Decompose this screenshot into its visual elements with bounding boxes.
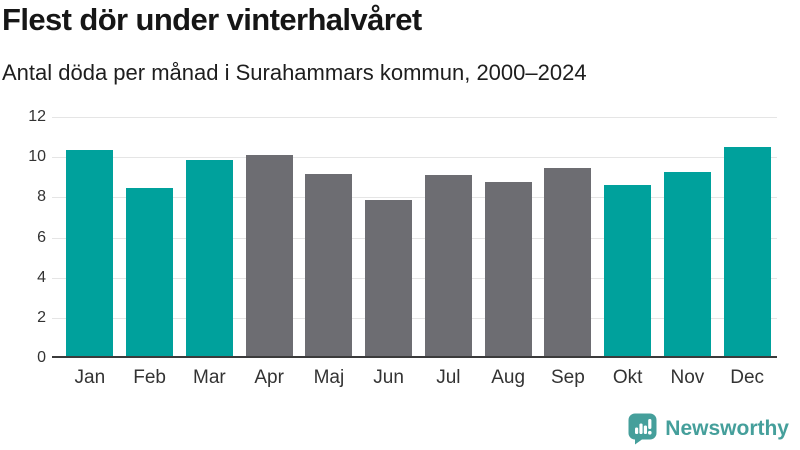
- x-tick-label-jun: Jun: [373, 367, 404, 388]
- x-tick-label-jul: Jul: [436, 367, 461, 388]
- x-tick-label-jan: Jan: [74, 367, 106, 388]
- chart-title: Flest dör under vinterhalvåret: [2, 2, 422, 37]
- y-tick-label-8: 8: [37, 188, 46, 206]
- gridline-8: [52, 197, 777, 199]
- bar-apr: [245, 155, 293, 358]
- newsworthy-logo-text: Newsworthy: [665, 417, 789, 440]
- newsworthy-logo: Newsworthy: [628, 413, 789, 445]
- bar-jan: [66, 150, 114, 358]
- x-tick-label-aug: Aug: [491, 367, 526, 388]
- x-tick-label-okt: Okt: [612, 367, 643, 388]
- y-tick-label-4: 4: [37, 268, 46, 286]
- x-tick-label-apr: Apr: [254, 367, 284, 388]
- bar-sep: [544, 168, 592, 358]
- y-tick-label-2: 2: [37, 308, 46, 326]
- bar-okt: [604, 185, 652, 358]
- bar-mar: [185, 160, 233, 358]
- y-tick-label-6: 6: [37, 228, 46, 246]
- x-tick-label-mar: Mar: [193, 367, 226, 388]
- bar-dec: [723, 147, 771, 358]
- y-tick-label-12: 12: [28, 108, 46, 125]
- x-tick-label-dec: Dec: [730, 367, 765, 388]
- bar-chart-plot-area: [52, 117, 777, 358]
- newsworthy-logo-icon: [628, 413, 657, 445]
- bar-maj: [305, 174, 353, 358]
- x-tick-label-feb: Feb: [133, 367, 166, 388]
- bar-feb: [126, 188, 174, 358]
- gridline-4: [52, 277, 777, 279]
- bar-nov: [663, 172, 711, 358]
- gridline-6: [52, 237, 777, 239]
- x-tick-label-maj: Maj: [313, 367, 345, 388]
- gridline-2: [52, 317, 777, 319]
- y-tick-label-10: 10: [28, 148, 46, 166]
- y-tick-label-0: 0: [37, 349, 46, 366]
- bar-jun: [365, 200, 413, 358]
- x-axis-line: [52, 356, 777, 358]
- gridline-10: [52, 157, 777, 159]
- chart-subtitle: Antal döda per månad i Surahammars kommu…: [2, 60, 587, 85]
- bar-jul: [424, 175, 472, 358]
- x-tick-label-sep: Sep: [550, 367, 585, 388]
- gridline-12: [52, 117, 777, 118]
- x-tick-label-nov: Nov: [670, 367, 705, 388]
- bar-aug: [484, 182, 532, 358]
